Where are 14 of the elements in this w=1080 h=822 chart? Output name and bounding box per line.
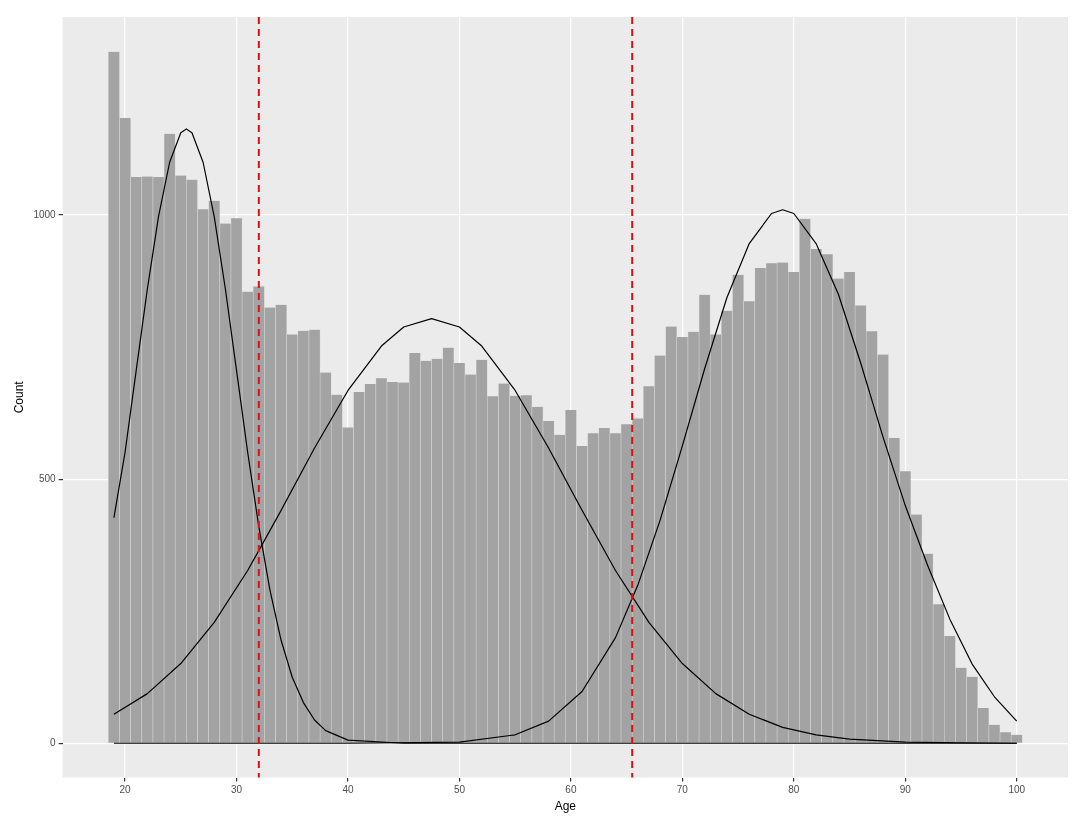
y-tick-label: 500 <box>38 472 57 484</box>
x-tick-label: 100 <box>1008 784 1026 796</box>
x-tick-label: 30 <box>230 784 243 796</box>
x-tick-label: 50 <box>453 784 466 796</box>
y-axis-title: Count <box>11 380 26 414</box>
x-tick-label: 80 <box>788 784 800 796</box>
x-axis-title: Age <box>554 799 577 814</box>
x-tick-label: 60 <box>565 784 577 796</box>
x-tick-label: 90 <box>899 784 912 796</box>
y-tick-label: 0 <box>50 737 57 749</box>
x-tick-label: 20 <box>119 784 132 796</box>
y-tick-label: 1000 <box>33 208 57 220</box>
x-tick-label: 40 <box>342 784 354 796</box>
x-tick-label: 70 <box>676 784 689 796</box>
